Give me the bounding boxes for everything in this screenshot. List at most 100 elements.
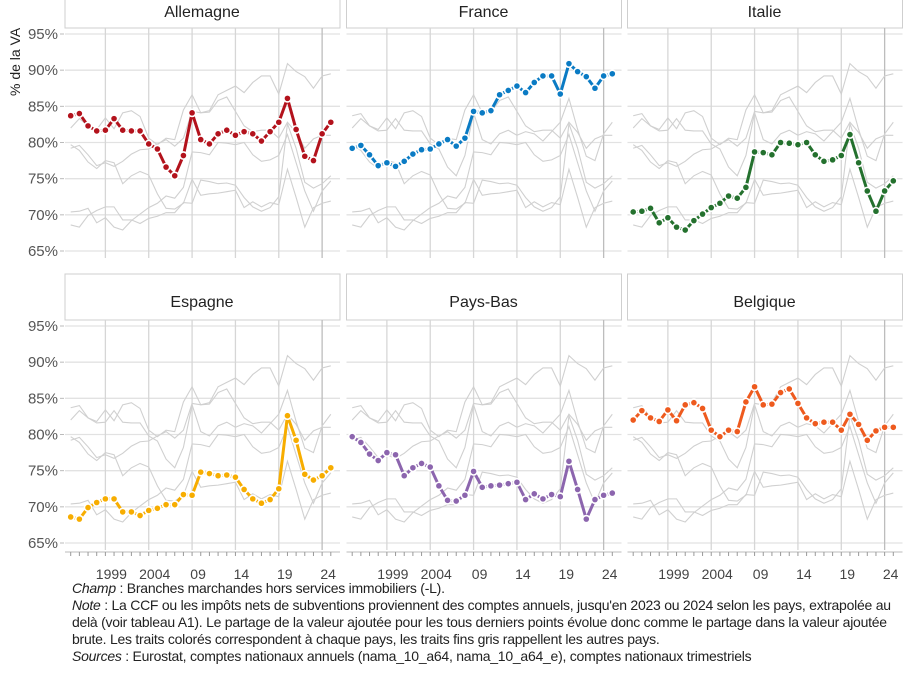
background-series-line	[632, 93, 894, 150]
data-point	[689, 398, 699, 408]
data-point	[469, 106, 478, 116]
data-point	[347, 432, 357, 442]
data-point	[205, 139, 214, 149]
data-point	[408, 149, 418, 159]
background-series-line	[632, 144, 894, 229]
data-point	[854, 158, 864, 168]
data-point	[706, 203, 716, 212]
background-series-line	[70, 123, 332, 228]
data-point	[607, 488, 617, 498]
data-point	[802, 413, 811, 423]
sources-label: Sources	[72, 648, 122, 664]
sources-note: Sources : Eurostat, comptes nationaux an…	[72, 648, 902, 665]
data-point	[74, 514, 84, 524]
data-point	[521, 495, 530, 504]
data-point	[222, 125, 232, 135]
x-tick-label: 1999	[96, 566, 127, 582]
data-point	[637, 206, 647, 216]
data-point	[231, 472, 240, 482]
y-tick-label: 65%	[28, 243, 58, 260]
data-point	[425, 144, 435, 154]
data-point	[144, 139, 154, 149]
background-series-line	[633, 424, 894, 523]
x-tick-label: 19	[277, 566, 293, 582]
data-point	[538, 71, 548, 81]
data-point	[66, 512, 76, 522]
x-tick-label: 24	[602, 566, 618, 582]
data-point	[356, 438, 366, 447]
data-point	[828, 417, 838, 427]
background-series-line	[70, 132, 332, 231]
data-point	[92, 126, 102, 136]
data-point	[283, 93, 292, 103]
data-point	[460, 490, 470, 500]
data-point	[784, 384, 794, 394]
data-point	[451, 141, 461, 151]
panel-allemagne: Allemagne 95% 90% 85% 80% 75% 70% 65%	[28, 0, 341, 260]
data-point	[689, 216, 699, 226]
data-point	[326, 463, 336, 473]
data-point	[888, 422, 898, 432]
data-point	[741, 397, 751, 407]
data-point	[196, 467, 206, 477]
data-point	[819, 417, 829, 427]
data-point	[715, 198, 725, 208]
panel-title: Allemagne	[164, 4, 240, 21]
panel-espagne: Espagne 95% 90% 85% 80% 75% 70% 65% 1999 2004 09 14…	[28, 273, 341, 582]
data-point	[836, 151, 846, 160]
data-point	[417, 145, 426, 155]
data-point	[845, 409, 855, 419]
data-point	[469, 466, 478, 476]
data-point	[628, 207, 638, 217]
data-point	[144, 506, 154, 515]
panel-belgique: Belgique 1999 2004 09 14 19 24	[627, 273, 903, 582]
data-point	[564, 456, 574, 466]
data-point	[100, 125, 110, 135]
data-point	[83, 121, 93, 131]
sources-text: : Eurostat, comptes nationaux annuels (n…	[121, 648, 752, 664]
data-point	[564, 59, 574, 69]
data-point	[317, 129, 327, 139]
data-point	[741, 182, 751, 192]
data-point	[399, 156, 409, 166]
background-series-line	[70, 388, 332, 469]
data-point	[854, 419, 864, 429]
data-point	[100, 494, 110, 504]
data-point	[382, 158, 392, 168]
data-point	[646, 413, 655, 423]
data-point	[732, 427, 742, 437]
panel-header	[346, 273, 622, 321]
data-point	[555, 492, 565, 502]
data-point	[512, 81, 522, 91]
background-series-line	[352, 132, 613, 231]
data-point	[628, 415, 638, 425]
panel-header	[627, 0, 903, 29]
data-point	[283, 411, 292, 421]
panel-header	[346, 0, 622, 29]
panel-header	[64, 0, 341, 29]
data-point	[451, 496, 461, 506]
data-point	[443, 495, 452, 505]
background-series-line	[70, 144, 331, 229]
panel-header	[64, 273, 341, 321]
data-point	[317, 471, 327, 481]
data-point	[460, 133, 470, 143]
data-point	[573, 67, 583, 77]
data-point	[179, 490, 188, 499]
x-tick-label: 14	[796, 566, 812, 582]
data-point	[529, 78, 539, 87]
background-series-line	[633, 123, 894, 228]
data-point	[365, 449, 374, 459]
y-axis-title: % de la VA	[7, 27, 23, 96]
data-point	[672, 222, 681, 232]
data-point	[187, 108, 197, 118]
data-point	[793, 140, 803, 150]
data-point	[477, 108, 487, 118]
data-point	[161, 162, 171, 172]
data-point	[417, 459, 426, 468]
data-point	[672, 416, 681, 426]
note-label: Note	[72, 597, 101, 613]
data-point	[637, 406, 647, 416]
background-series-line	[352, 123, 613, 228]
data-point	[152, 503, 162, 513]
